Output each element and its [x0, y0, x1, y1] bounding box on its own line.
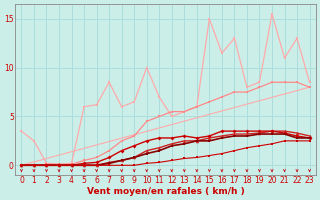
- X-axis label: Vent moyen/en rafales ( km/h ): Vent moyen/en rafales ( km/h ): [87, 187, 244, 196]
